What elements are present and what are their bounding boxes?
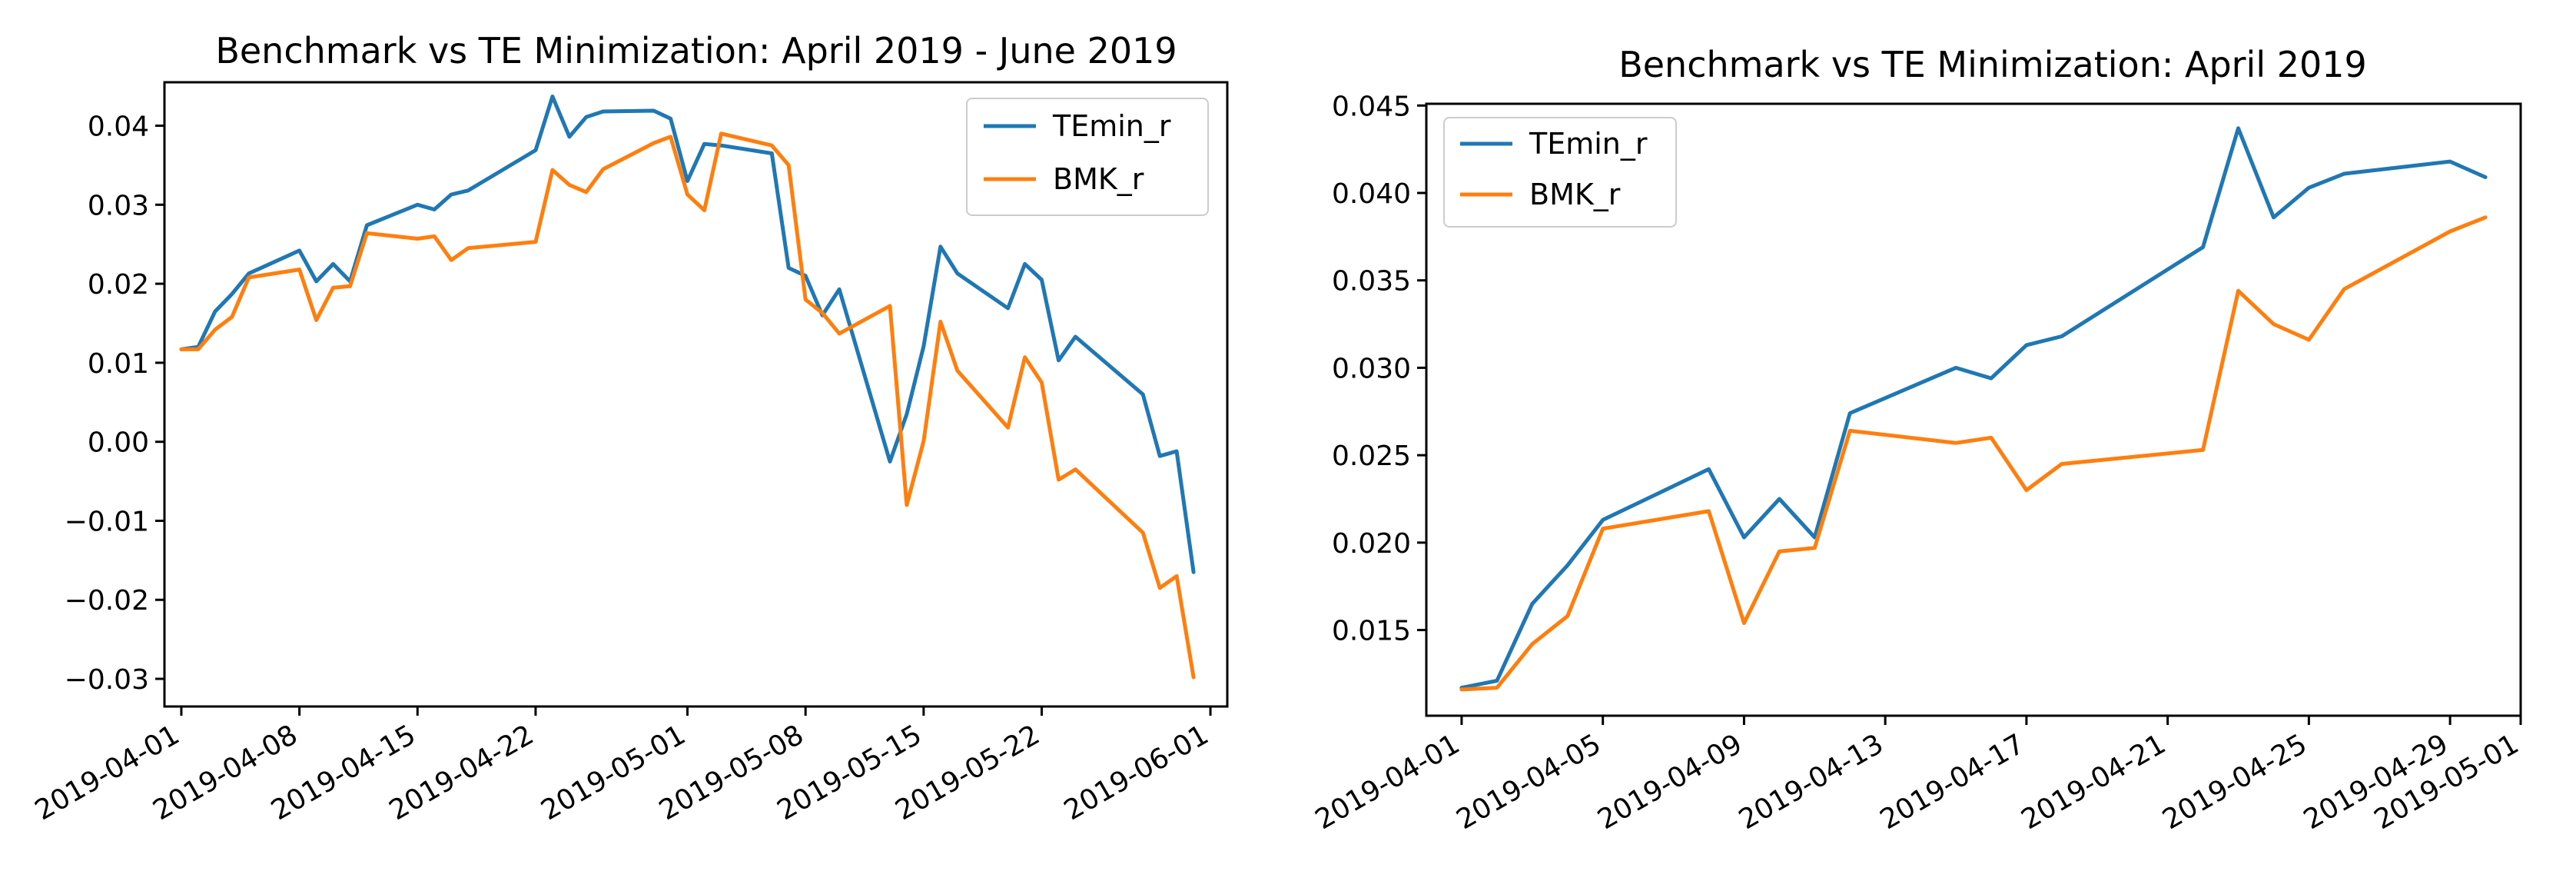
x-tick-label: 2019-04-01: [1310, 728, 1466, 836]
y-tick-label: 0.025: [1332, 440, 1411, 472]
plot-area-frame: [1425, 102, 2522, 717]
y-tick-label: 0.020: [1332, 528, 1411, 560]
series-line-temin-r: [179, 95, 1196, 574]
chart-marks: [1459, 126, 2488, 692]
y-tick-label: 0.04: [88, 111, 149, 143]
chart-april: Benchmark vs TE Minimization: April 2019…: [1310, 44, 2525, 836]
x-tick-label: 2019-04-13: [1734, 728, 1889, 836]
legend-label-temin: TEmin_r: [1052, 109, 1171, 143]
y-tick-label: 0.02: [88, 269, 149, 301]
y-tick-label: 0.01: [88, 348, 149, 380]
chart-marks: [179, 95, 1196, 680]
plot-area-frame: [163, 81, 1229, 708]
x-tick-label: 2019-04-17: [1875, 728, 2030, 836]
y-tick-label: −0.02: [65, 585, 149, 617]
series-line-bmk-r: [179, 131, 1196, 680]
x-tick-label: 2019-04-05: [1451, 728, 1606, 836]
axis-ticks: 0.04 0.03 0.02 0.01 0.00 −0.01 −0.02 −0.03 2019-…: [30, 111, 1214, 827]
y-tick-label: 0.03: [88, 190, 149, 221]
y-tick-label: 0.045: [1332, 91, 1411, 122]
y-tick-label: −0.01: [65, 506, 149, 537]
x-tick-label: 2019-06-01: [1059, 719, 1214, 826]
series-line-temin-r: [1459, 126, 2488, 690]
legend-label-temin: TEmin_r: [1529, 127, 1648, 161]
x-tick-label: 2019-04-25: [2157, 728, 2312, 836]
legend-label-bmk: BMK_r: [1053, 162, 1144, 196]
y-tick-label: 0.030: [1332, 353, 1411, 384]
y-tick-label: −0.03: [65, 664, 149, 696]
y-tick-label: 0.040: [1332, 178, 1411, 210]
legend-label-bmk: BMK_r: [1529, 178, 1621, 211]
chart-title: Benchmark vs TE Minimization: April 2019: [1618, 44, 2367, 85]
chart-title: Benchmark vs TE Minimization: April 2019…: [215, 30, 1177, 71]
x-tick-label: 2019-04-09: [1592, 728, 1748, 836]
chart-full-period: Benchmark vs TE Minimization: April 2019…: [30, 30, 1229, 827]
y-tick-label: 0.035: [1332, 266, 1411, 298]
legend: TEmin_r BMK_r: [1443, 117, 1677, 228]
x-tick-label: 2019-04-21: [2016, 728, 2171, 836]
y-tick-label: 0.015: [1332, 616, 1411, 647]
legend: TEmin_r BMK_r: [966, 98, 1209, 216]
series-line-bmk-r: [1459, 215, 2488, 692]
y-tick-label: 0.00: [88, 427, 149, 459]
